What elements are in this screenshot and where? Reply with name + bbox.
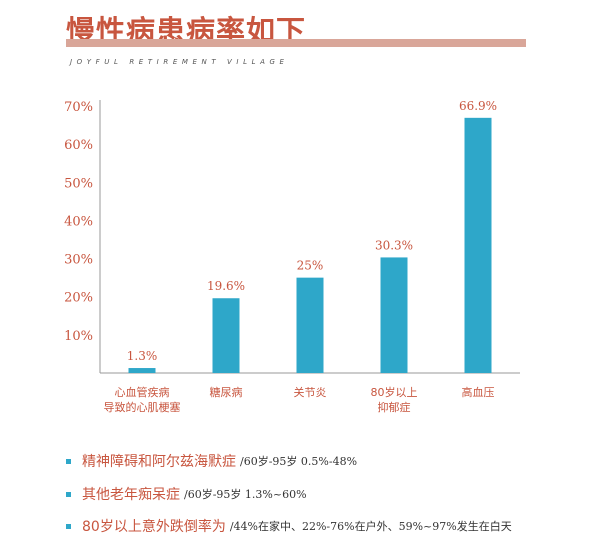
note-detail-text: /60岁-95岁 0.5%-48% (240, 455, 358, 468)
x-category-label: 心血管疾病 (115, 385, 170, 399)
y-tick-label: 70% (64, 100, 93, 115)
note-item: 80岁以上意外跌倒率为 /44%在家中、22%-76%在户外、59%~97%发生… (66, 516, 512, 536)
bar-value-label: 66.9% (459, 99, 497, 113)
y-tick-label: 60% (64, 138, 93, 153)
x-category-label: 80岁以上 (371, 385, 418, 399)
bar (464, 117, 492, 374)
bar-value-label: 19.6% (207, 279, 245, 293)
note-item: 精神障碍和阿尔兹海默症 /60岁-95岁 0.5%-48% (66, 451, 357, 471)
note-main-text: 其他老年痴呆症 (82, 487, 180, 503)
bar-value-label: 30.3% (375, 238, 413, 252)
x-category-label: 关节炎 (294, 385, 327, 399)
bullet-square-icon (66, 491, 71, 497)
bar-value-label: 1.3% (127, 349, 158, 363)
bar (380, 257, 408, 373)
y-tick-label: 40% (64, 214, 93, 229)
y-tick-label: 30% (64, 253, 93, 268)
page-subtitle: JOYFUL RETIREMENT VILLAGE (70, 58, 289, 66)
bullet-square-icon (66, 458, 71, 464)
note-detail-text: /60岁-95岁 1.3%~60% (184, 488, 307, 501)
note-main-text: 精神障碍和阿尔兹海默症 (82, 454, 236, 470)
note-detail-text: /44%在家中、22%-76%在户外、59%~97%发生在白天 (229, 520, 512, 533)
x-category-label: 导致的心肌梗塞 (104, 400, 181, 414)
bar (212, 298, 240, 373)
bullet-square-icon (66, 523, 71, 529)
note-main-text: 80岁以上意外跌倒率为 (82, 519, 226, 535)
y-tick-label: 50% (64, 176, 93, 191)
bar (128, 368, 156, 373)
bar-value-label: 25% (297, 259, 324, 273)
bar (296, 277, 324, 373)
x-category-label: 高血压 (462, 385, 495, 399)
x-category-label: 糖尿病 (210, 385, 243, 399)
x-category-label: 抑郁症 (378, 400, 411, 414)
title-underline-bar (66, 39, 526, 47)
note-item: 其他老年痴呆症 /60岁-95岁 1.3%~60% (66, 484, 307, 504)
y-tick-label: 10% (64, 329, 93, 344)
y-tick-label: 20% (64, 291, 93, 306)
